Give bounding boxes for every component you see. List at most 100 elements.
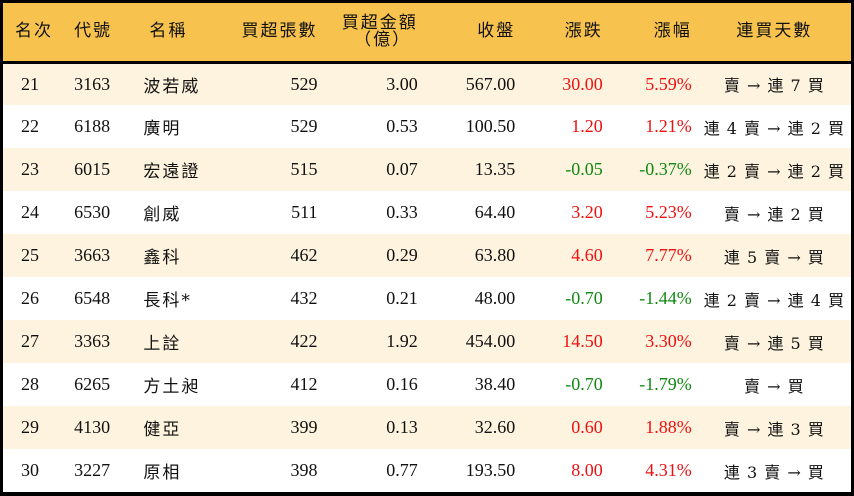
header-name: 名稱: [149, 21, 188, 42]
cell-rank: 29: [21, 417, 39, 437]
cell-change-pct: -0.37%: [639, 159, 692, 179]
table-row: 25 3663 鑫科 462 0.29 63.80 4.60 7.77% 連 5…: [3, 234, 851, 277]
cell-change-pct: 5.59%: [645, 73, 692, 94]
cell-volume: 511: [291, 202, 318, 222]
cell-close: 454.00: [465, 331, 516, 351]
header-row: 名次 代號 名稱 買超張數 買超金額 （億） 收盤 漲跌 漲幅 連買天數: [3, 3, 851, 62]
cell-code: 6265: [74, 374, 111, 394]
header-code: 代號: [74, 21, 113, 42]
cell-rank: 24: [21, 202, 39, 222]
table-row: 27 3363 上詮 422 1.92 454.00 14.50 3.30% 賣…: [3, 320, 851, 363]
cell-name: 波若威: [143, 76, 201, 97]
cell-rank: 23: [21, 159, 39, 179]
cell-code: 6530: [74, 202, 111, 222]
cell-code: 6548: [74, 288, 111, 308]
cell-change-pct: 3.30%: [645, 331, 692, 351]
cell-volume: 462: [290, 245, 318, 265]
header-net-buy-amount: 買超金額 （億）: [323, 3, 423, 62]
cell-change-pct: 7.77%: [645, 245, 692, 265]
cell-change-pct: 5.23%: [645, 202, 692, 222]
cell-volume: 412: [290, 374, 318, 394]
cell-change-pct: -1.79%: [639, 374, 692, 394]
cell-streak: 賣 → 買: [744, 376, 805, 396]
table-header: 名次 代號 名稱 買超張數 買超金額 （億） 收盤 漲跌 漲幅 連買天數: [3, 3, 851, 62]
cell-close: 32.60: [474, 417, 516, 437]
cell-name: 廣明: [143, 119, 182, 139]
cell-code: 3363: [74, 331, 111, 351]
cell-amount: 0.07: [386, 159, 418, 179]
cell-volume: 398: [290, 460, 318, 480]
cell-name: 健亞: [143, 420, 182, 440]
cell-rank: 28: [21, 374, 39, 394]
table-row: 26 6548 長科* 432 0.21 48.00 -0.70 -1.44% …: [3, 277, 851, 320]
cell-rank: 25: [21, 245, 39, 265]
cell-code: 4130: [74, 417, 111, 437]
cell-change: -0.70: [565, 288, 603, 308]
cell-close: 64.40: [474, 202, 516, 222]
header-net-buy-volume: 買超張數: [241, 21, 318, 42]
cell-amount: 0.53: [386, 116, 418, 136]
cell-name: 上詮: [143, 334, 182, 354]
cell-change: 14.50: [562, 331, 603, 351]
cell-volume: 529: [290, 73, 318, 94]
cell-close: 100.50: [465, 116, 516, 136]
cell-rank: 21: [21, 73, 39, 94]
cell-streak: 連 2 賣 → 連 4 買: [703, 290, 845, 310]
cell-code: 6015: [74, 159, 111, 179]
cell-rank: 22: [21, 116, 39, 136]
cell-streak: 賣 → 連 3 買: [723, 419, 825, 439]
cell-volume: 529: [290, 116, 318, 136]
cell-change-pct: -1.44%: [639, 288, 692, 308]
cell-change: 1.20: [571, 116, 603, 136]
cell-amount: 0.16: [386, 374, 418, 394]
cell-volume: 399: [290, 417, 318, 437]
cell-change-pct: 1.88%: [645, 417, 692, 437]
cell-streak: 賣 → 連 2 買: [723, 204, 825, 224]
cell-amount: 0.13: [386, 417, 418, 437]
cell-amount: 0.29: [386, 245, 418, 265]
cell-code: 3663: [74, 245, 111, 265]
cell-rank: 27: [21, 331, 39, 351]
cell-name: 長科*: [143, 291, 192, 311]
cell-rank: 26: [21, 288, 39, 308]
cell-change: -0.70: [565, 374, 603, 394]
cell-close: 567.00: [465, 73, 516, 94]
cell-code: 3227: [74, 460, 111, 480]
cell-amount: 0.33: [386, 202, 418, 222]
table-row: 28 6265 方土昶 412 0.16 38.40 -0.70 -1.79% …: [3, 363, 851, 406]
cell-amount: 0.77: [386, 460, 418, 480]
cell-close: 48.00: [474, 288, 516, 308]
header-streak: 連買天數: [736, 21, 813, 42]
header-change: 漲跌: [564, 21, 603, 42]
cell-change: 8.00: [571, 460, 603, 480]
cell-change: 30.00: [562, 73, 603, 94]
header-rank: 名次: [15, 21, 53, 42]
cell-change: 4.60: [571, 245, 603, 265]
cell-name: 宏遠證: [143, 162, 201, 182]
cell-streak: 連 2 賣 → 連 2 買: [703, 161, 845, 181]
table-row: 21 3163 波若威 529 3.00 567.00 30.00 5.59% …: [3, 62, 851, 105]
cell-name: 原相: [143, 463, 182, 483]
cell-close: 38.40: [474, 374, 516, 394]
cell-amount: 0.21: [386, 288, 418, 308]
header-net-buy-amount-label: 買超金額: [341, 12, 418, 33]
cell-streak: 連 3 賣 → 買: [723, 462, 825, 482]
cell-streak: 賣 → 連 5 買: [723, 333, 825, 353]
cell-name: 方土昶: [143, 377, 201, 397]
table-row: 24 6530 創威 511 0.33 64.40 3.20 5.23% 賣 →…: [3, 191, 851, 234]
cell-change-pct: 1.21%: [645, 116, 692, 136]
cell-volume: 515: [290, 159, 318, 179]
cell-close: 193.50: [465, 460, 516, 480]
header-close: 收盤: [477, 21, 516, 42]
cell-name: 創威: [143, 205, 182, 225]
cell-name: 鑫科: [143, 248, 182, 268]
cell-code: 3163: [74, 73, 111, 94]
cell-amount: 1.92: [386, 331, 418, 351]
table-row: 30 3227 原相 398 0.77 193.50 8.00 4.31% 連 …: [3, 449, 851, 492]
cell-streak: 連 4 賣 → 連 2 買: [703, 118, 845, 138]
cell-change: -0.05: [565, 159, 603, 179]
cell-close: 63.80: [474, 245, 516, 265]
cell-change: 3.20: [571, 202, 603, 222]
table-row: 22 6188 廣明 529 0.53 100.50 1.20 1.21% 連 …: [3, 105, 851, 148]
